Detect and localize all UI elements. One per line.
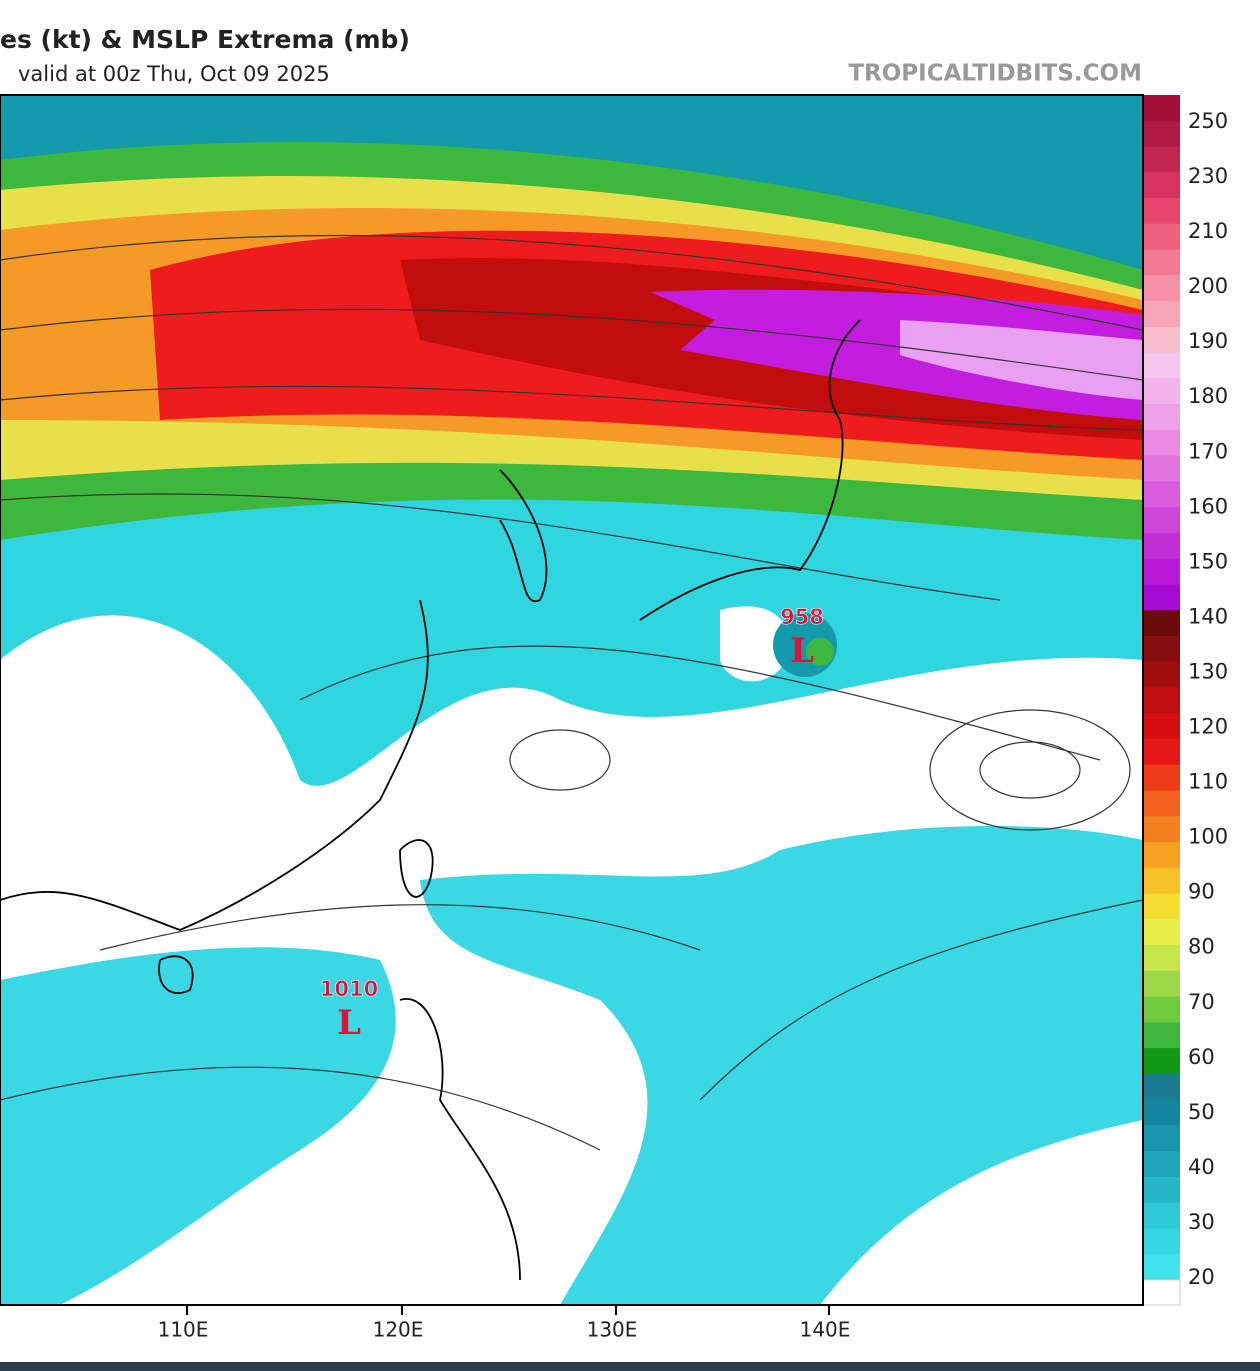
colorbar-segment	[1143, 584, 1180, 611]
colorbar-segment	[1143, 429, 1180, 457]
colorbar-label: 210	[1188, 219, 1228, 243]
colorbar-segment	[1143, 378, 1180, 405]
colorbar-segment	[1143, 893, 1180, 920]
colorbar-segment	[1143, 1151, 1180, 1178]
colorbar-segment	[1143, 1073, 1180, 1101]
colorbar-segment	[1143, 1099, 1180, 1126]
colorbar-label: 150	[1188, 549, 1228, 573]
colorbar-segment	[1143, 352, 1180, 379]
colorbar-label: 60	[1188, 1045, 1215, 1069]
map-frame	[0, 94, 1144, 1306]
colorbar-segment	[1143, 223, 1180, 251]
colorbar-label: 120	[1188, 715, 1228, 739]
colorbar-label: 80	[1188, 935, 1215, 959]
bottom-bar	[0, 1362, 1260, 1371]
colorbar-segment	[1143, 919, 1180, 946]
colorbar-label: 230	[1188, 164, 1228, 188]
longitude-label: 130E	[587, 1318, 638, 1342]
colorbar-segment	[1143, 532, 1180, 560]
colorbar-label: 250	[1188, 109, 1228, 133]
colorbar-segment	[1143, 1176, 1180, 1204]
colorbar-segment	[1143, 95, 1180, 122]
colorbar-segment	[1143, 326, 1180, 354]
colorbar-label: 140	[1188, 604, 1228, 628]
colorbar-segment	[1143, 1254, 1180, 1281]
calm-area	[720, 606, 790, 682]
colorbar-label: 50	[1188, 1100, 1215, 1124]
colorbar-segment	[1143, 404, 1180, 431]
colorbar-segment	[1143, 1022, 1180, 1049]
colorbar-label: 70	[1188, 990, 1215, 1014]
colorbar-label: 200	[1188, 274, 1228, 298]
colorbar-label: 30	[1188, 1210, 1215, 1234]
colorbar-segment	[1143, 275, 1180, 302]
colorbar-segment	[1143, 739, 1180, 766]
wind-area	[0, 430, 1143, 786]
colorbar-label: 170	[1188, 439, 1228, 463]
watermark: TROPICALTIDBITS.COM	[848, 61, 1142, 87]
colorbar-label: 40	[1188, 1155, 1215, 1179]
colorbar-segment	[1143, 867, 1180, 895]
colorbar-segment	[1143, 970, 1180, 998]
coastlines	[0, 319, 861, 1281]
wind-area	[0, 947, 396, 1305]
colorbar-label: 190	[1188, 329, 1228, 353]
map	[0, 95, 1144, 1305]
colorbar-segment	[1143, 1048, 1180, 1075]
colorbar-segment	[1143, 816, 1180, 843]
colorbar-segment	[1143, 1202, 1180, 1229]
longitude-label: 140E	[800, 1318, 851, 1342]
colorbar-segment	[1143, 507, 1180, 534]
longitude-axis: 110E 120E 130E 140E	[0, 1304, 1143, 1342]
colorbar-segment	[1143, 635, 1180, 663]
colorbar-segment	[1143, 481, 1180, 508]
colorbar: 250 230 210 200 190 180 170 160 150 140 130 120 110 1…	[1142, 95, 1228, 1306]
subtitle: valid at 00z Thu, Oct 09 2025	[18, 62, 330, 86]
title: es (kt) & MSLP Extrema (mb)	[0, 25, 410, 54]
colorbar-segment	[1143, 146, 1180, 173]
colorbar-segment	[1143, 842, 1180, 869]
colorbar-label: 130	[1188, 659, 1228, 683]
pressure-value: 958	[780, 605, 824, 629]
colorbar-segment	[1143, 996, 1180, 1023]
colorbar-segment	[1143, 687, 1180, 714]
colorbar-segment	[1143, 249, 1180, 276]
colorbar-segment	[1143, 172, 1180, 199]
wind-area	[650, 289, 1143, 420]
colorbar-segment	[1143, 945, 1180, 972]
colorbar-label: 100	[1188, 825, 1228, 849]
colorbar-segment	[1143, 1125, 1180, 1152]
colorbar-segment	[1142, 1279, 1181, 1306]
colorbar-segment	[1143, 1228, 1180, 1255]
colorbar-segment	[1143, 610, 1180, 637]
pressure-value: 1010	[320, 977, 378, 1001]
longitude-label: 120E	[373, 1318, 424, 1342]
streamlines	[0, 234, 1144, 1151]
colorbar-label: 20	[1188, 1265, 1215, 1289]
low-symbol: L	[790, 631, 814, 671]
colorbar-label: 180	[1188, 384, 1228, 408]
colorbar-segment	[1143, 198, 1180, 225]
colorbar-segment	[1143, 455, 1180, 482]
colorbar-segment	[1143, 713, 1180, 740]
colorbar-segment	[1143, 558, 1180, 585]
storm-core	[806, 638, 834, 666]
colorbar-segment	[1143, 120, 1180, 148]
colorbar-label: 110	[1188, 770, 1228, 794]
colorbar-segment	[1143, 661, 1180, 688]
colorbar-segment	[1143, 790, 1180, 817]
longitude-label: 110E	[158, 1318, 209, 1342]
colorbar-segment	[1143, 764, 1180, 792]
colorbar-segment	[1143, 301, 1180, 328]
low-symbol: L	[337, 1003, 361, 1043]
colorbar-label: 90	[1188, 880, 1215, 904]
colorbar-label: 160	[1188, 494, 1228, 518]
wind-area	[900, 320, 1143, 400]
